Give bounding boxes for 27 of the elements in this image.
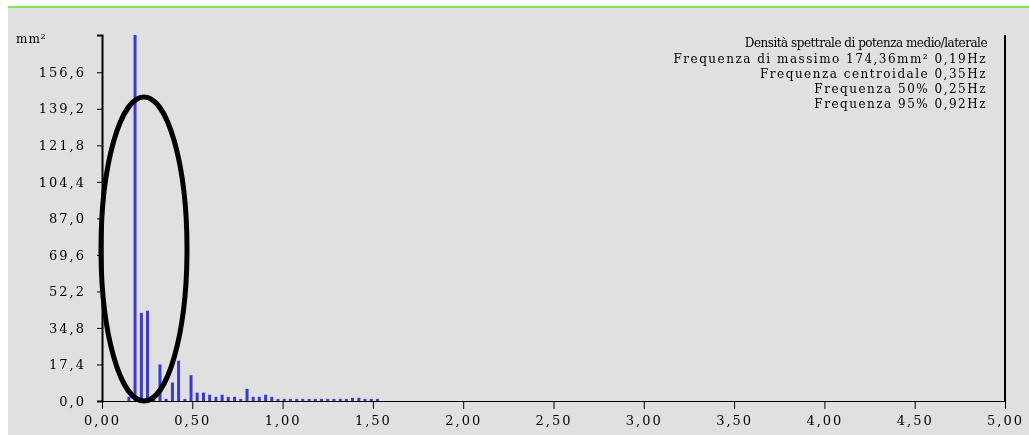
y-tick-label: 139,2 [38, 101, 86, 117]
annotation: Frequenza 95% 0,92Hz [814, 97, 987, 111]
y-tick-label: 17,4 [49, 357, 86, 373]
x-tick-label: 5,00 [987, 413, 1024, 428]
y-tick-label: 69,6 [49, 247, 86, 263]
x-tick-label: 0,00 [84, 413, 121, 428]
x-tick-label: 4,50 [896, 413, 934, 428]
x-tick-label: 1,50 [354, 413, 392, 428]
x-tick-label: 0,50 [174, 413, 212, 428]
x-tick-label: 3,00 [625, 413, 663, 428]
y-tick-label: 104,4 [38, 174, 86, 190]
y-tick-label: 87,0 [49, 211, 86, 227]
y-tick-label: 121,8 [38, 137, 86, 153]
y-tick-label: 0,0 [59, 393, 86, 409]
x-tick-label: 2,50 [535, 413, 573, 428]
x-tick-label: 1,00 [264, 413, 302, 428]
x-tick-label: 2,00 [445, 413, 483, 428]
x-tick-label: 3,50 [716, 413, 754, 428]
x-tick-label: 4,00 [806, 413, 844, 428]
y-tick-label: 34,8 [49, 320, 86, 336]
annotation: Frequenza di massimo 174,36mm² 0,19Hz [673, 52, 987, 66]
y-axis-title: mm² [16, 32, 47, 46]
annotation: Frequenza 50% 0,25Hz [814, 82, 987, 96]
annotation: Frequenza centroidale 0,35Hz [760, 67, 987, 81]
y-tick-label: 52,2 [49, 284, 86, 300]
chart-title: Densità spettrale di potenza medio/laterale [744, 36, 988, 50]
y-tick-label: 156,6 [38, 64, 86, 80]
